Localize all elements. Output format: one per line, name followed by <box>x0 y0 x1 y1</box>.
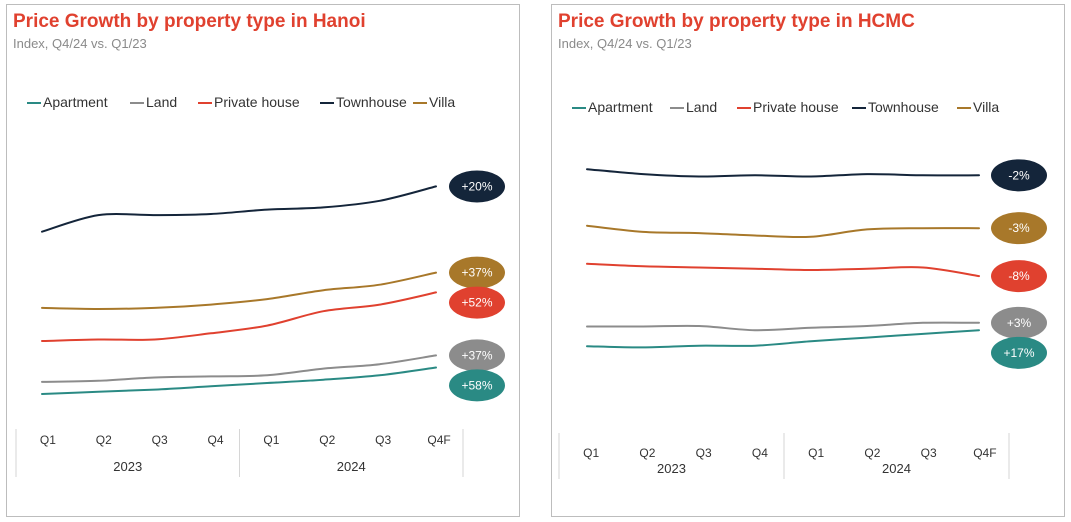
badge-label: +37% <box>461 266 492 280</box>
legend-label: Land <box>686 99 717 115</box>
legend-label: Villa <box>429 94 455 110</box>
tick-label: Q2 <box>96 433 112 447</box>
badge-shape <box>991 260 1047 293</box>
badge-label: +37% <box>461 348 492 362</box>
end-badge-land: +37% <box>449 339 505 372</box>
legend-label: Apartment <box>588 99 653 115</box>
group-label: 2024 <box>337 459 366 474</box>
tick-label: Q2 <box>319 433 335 447</box>
badge-shape <box>449 369 505 402</box>
end-badge-villa: +37% <box>449 256 505 289</box>
badge-shape <box>449 256 505 289</box>
chart-subtitle: Index, Q4/24 vs. Q1/23 <box>13 36 147 51</box>
chart-panel-hcmc: Price Growth by property type in HCMC In… <box>551 4 1065 517</box>
chart-subtitle: Index, Q4/24 vs. Q1/23 <box>558 36 692 51</box>
series-line-apartment <box>586 329 980 349</box>
tick-label: Q1 <box>263 433 279 447</box>
end-badge-villa: -3% <box>991 212 1047 245</box>
end-badge-land: +3% <box>991 306 1047 339</box>
badge-shape <box>991 336 1047 369</box>
badge-shape <box>991 212 1047 245</box>
series-line-private-house <box>586 262 980 278</box>
badge-shape <box>449 170 505 203</box>
series-line-villa <box>586 224 980 239</box>
tick-label: Q4F <box>427 433 450 447</box>
badge-label: +52% <box>461 296 492 310</box>
badge-label: +17% <box>1003 346 1034 360</box>
tick-label: Q4F <box>973 446 996 460</box>
chart-title: Price Growth by property type in HCMC <box>558 11 915 32</box>
badge-label: +3% <box>1007 316 1032 330</box>
tick-label: Q3 <box>152 433 168 447</box>
badge-label: -3% <box>1008 221 1030 235</box>
series-line-apartment <box>41 366 437 395</box>
group-label: 2023 <box>657 461 686 476</box>
end-badge-townhouse: -2% <box>991 159 1047 192</box>
category-axis: 2023 2024 Q1 Q2 Q3 Q4 Q1 Q2 Q3 Q4F <box>558 433 1010 479</box>
badge-label: +20% <box>461 179 492 193</box>
legend-label: Villa <box>973 99 999 115</box>
group-label: 2023 <box>113 459 142 474</box>
chart-panel-hanoi: Price Growth by property type in Hanoi I… <box>6 4 520 517</box>
end-badge-private-house: -8% <box>991 260 1047 293</box>
series-line-land <box>586 321 980 332</box>
legend-label: Private house <box>753 99 839 115</box>
tick-label: Q1 <box>808 446 824 460</box>
badge-label: -8% <box>1008 269 1030 283</box>
badge-shape <box>449 286 505 319</box>
tick-label: Q3 <box>375 433 391 447</box>
tick-label: Q3 <box>921 446 937 460</box>
series-line-townhouse <box>41 185 437 233</box>
legend-label: Land <box>146 94 177 110</box>
category-axis: 2023 2024 Q1 Q2 Q3 Q4 Q1 Q2 Q3 Q4F <box>15 429 464 477</box>
badge-shape <box>991 306 1047 339</box>
badge-label: +58% <box>461 378 492 392</box>
tick-label: Q1 <box>40 433 56 447</box>
line-chart-hcmc: Apartment Land Private house Townhouse Villa… <box>558 99 1047 479</box>
group-label: 2024 <box>882 461 911 476</box>
tick-label: Q1 <box>583 446 599 460</box>
legend: Apartment Land Private house Townhouse Villa <box>572 99 999 115</box>
series-line-land <box>41 354 437 383</box>
legend: Apartment Land Private house Townhouse Villa <box>27 94 455 110</box>
tick-label: Q4 <box>752 446 768 460</box>
tick-label: Q4 <box>208 433 224 447</box>
legend-label: Townhouse <box>868 99 939 115</box>
badge-shape <box>449 339 505 372</box>
series-line-private-house <box>41 291 437 342</box>
tick-label: Q2 <box>864 446 880 460</box>
badge-shape <box>991 159 1047 192</box>
end-badge-apartment: +17% <box>991 336 1047 369</box>
end-badge-apartment: +58% <box>449 369 505 402</box>
legend-label: Private house <box>214 94 300 110</box>
end-badge-townhouse: +20% <box>449 170 505 203</box>
legend-label: Apartment <box>43 94 108 110</box>
tick-label: Q3 <box>696 446 712 460</box>
chart-title: Price Growth by property type in Hanoi <box>13 11 366 32</box>
end-badge-private-house: +52% <box>449 286 505 319</box>
series-line-townhouse <box>586 168 980 178</box>
line-chart-hanoi: Apartment Land Private house Townhouse Villa… <box>15 94 505 477</box>
badge-label: -2% <box>1008 168 1030 182</box>
tick-label: Q2 <box>639 446 655 460</box>
legend-label: Townhouse <box>336 94 407 110</box>
series-line-villa <box>41 271 437 311</box>
